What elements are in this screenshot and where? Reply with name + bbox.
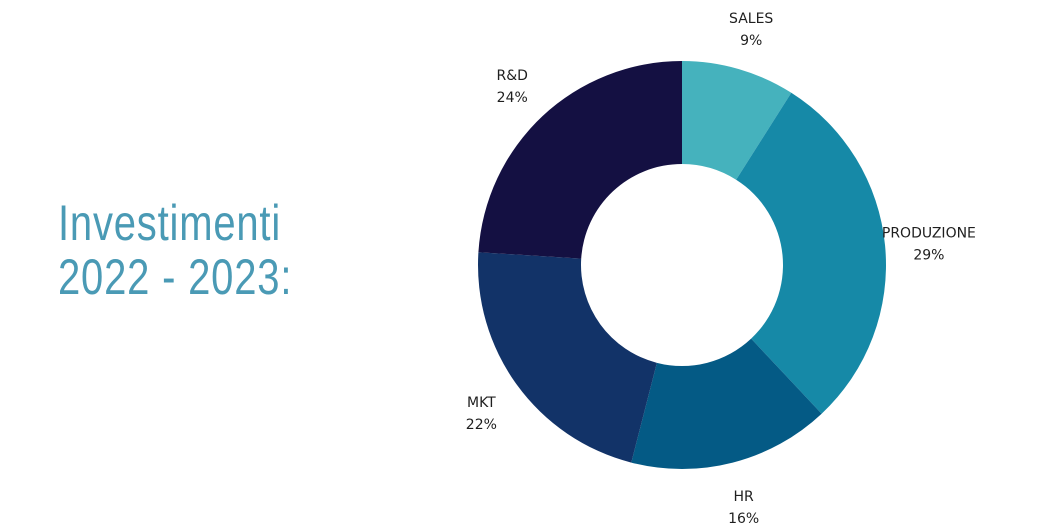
donut-slices [478, 61, 886, 470]
slice-hr [631, 338, 822, 470]
slice-value-label: 22% [466, 417, 497, 433]
slice-r-d [478, 61, 682, 259]
slice-label: R&D [497, 68, 528, 84]
slice-value-label: 16% [728, 511, 759, 527]
slice-label: MKT [467, 395, 496, 411]
chart-title: Investimenti 2022 - 2023: [58, 196, 292, 304]
slice-produzione [736, 92, 886, 414]
slice-label: SALES [729, 11, 773, 27]
chart-title-line-1: Investimenti [58, 195, 282, 251]
donut-labels: SALES 9% PRODUZIONE 29% HR 16% MKT 22% R&D 24% [466, 11, 976, 527]
slice-value-label: 9% [740, 33, 762, 49]
slice-label: PRODUZIONE [882, 226, 976, 242]
chart-title-line-2: 2022 - 2023: [58, 249, 293, 305]
slice-label: HR [734, 489, 755, 505]
slice-value-label: 29% [913, 248, 944, 264]
slice-value-label: 24% [497, 90, 528, 106]
slice-sales [682, 61, 792, 180]
slice-mkt [478, 252, 657, 463]
